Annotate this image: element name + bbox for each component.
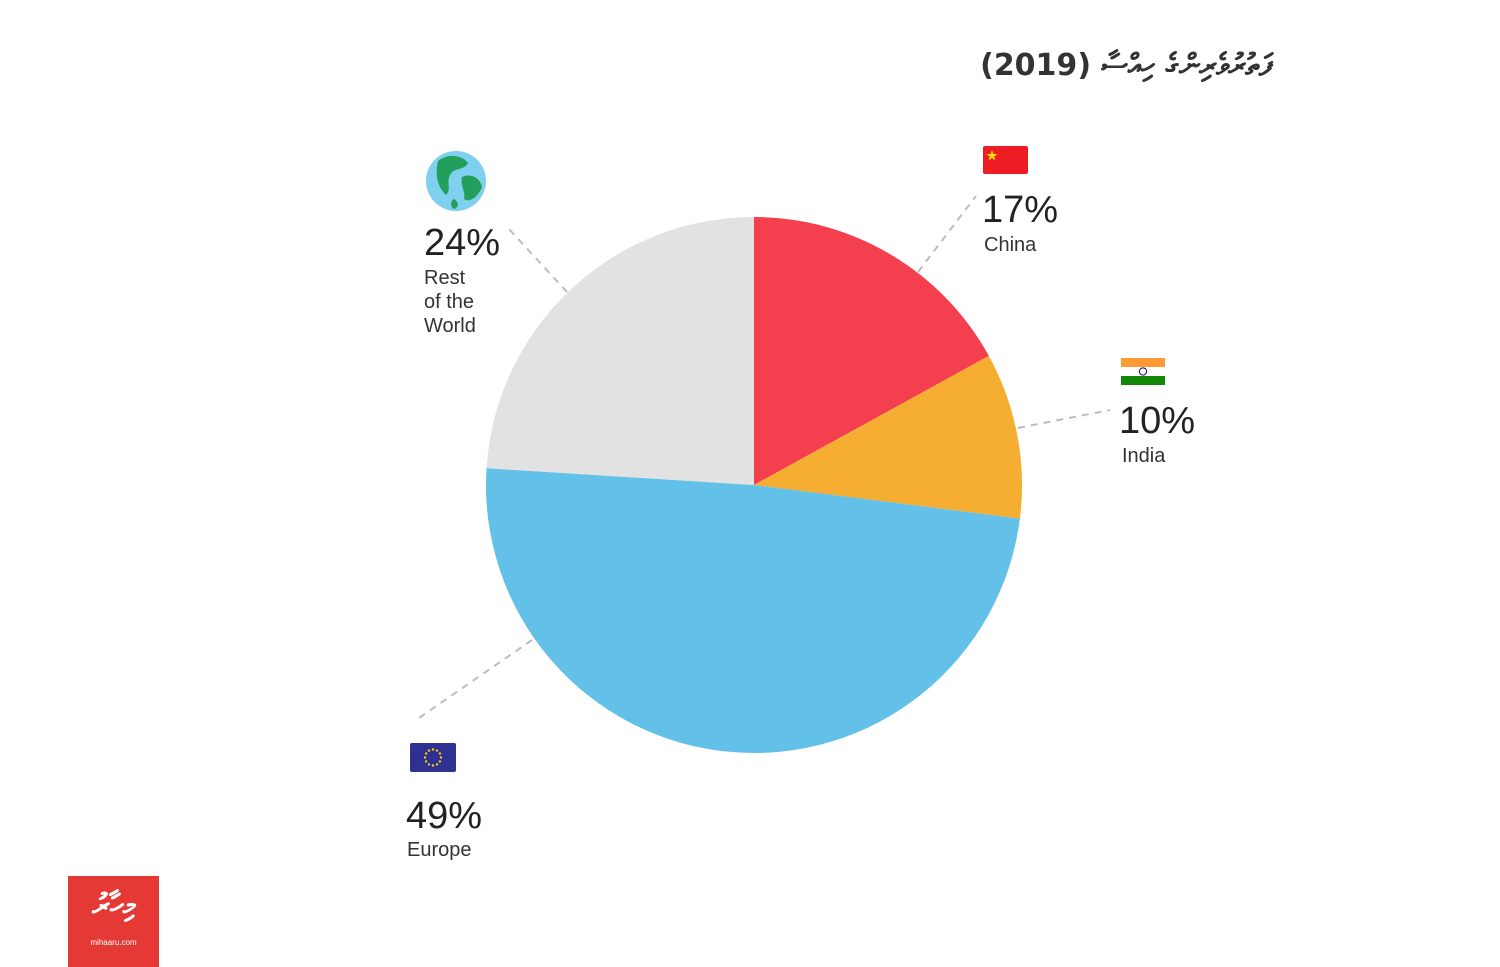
leader-line: [917, 195, 977, 273]
slice-name-label: Rest of the World: [424, 267, 476, 337]
slice-pct-label: 17%: [982, 189, 1059, 231]
chart-title: ފަތުރުވެރިންގެ ހިއްސާ (2019): [980, 48, 1272, 83]
globe-icon: [426, 151, 486, 211]
pie-slice: [754, 217, 989, 485]
logo-mark: މިހާރު: [92, 888, 135, 923]
slice-pct-label: 10%: [1119, 400, 1196, 442]
pie-slice: [754, 355, 1022, 519]
brand-logo: މިހާރު mihaaru.com: [68, 876, 159, 967]
leader-line: [1017, 409, 1111, 429]
pie-slice: [486, 217, 754, 485]
eu-flag-icon: [410, 743, 456, 772]
slice-pct-label: 49%: [406, 795, 483, 837]
india-flag-icon: [1121, 358, 1165, 385]
slice-name-label: China: [984, 234, 1037, 256]
slice-name-label: India: [1122, 445, 1166, 467]
leader-line: [415, 639, 533, 721]
slice-pct-label: 24%: [424, 222, 501, 264]
leader-line: [507, 227, 568, 293]
china-flag-icon: [983, 146, 1028, 174]
slice-name-label: Europe: [407, 839, 472, 861]
pie-slice: [485, 468, 1020, 753]
logo-site: mihaaru.com: [90, 938, 137, 947]
